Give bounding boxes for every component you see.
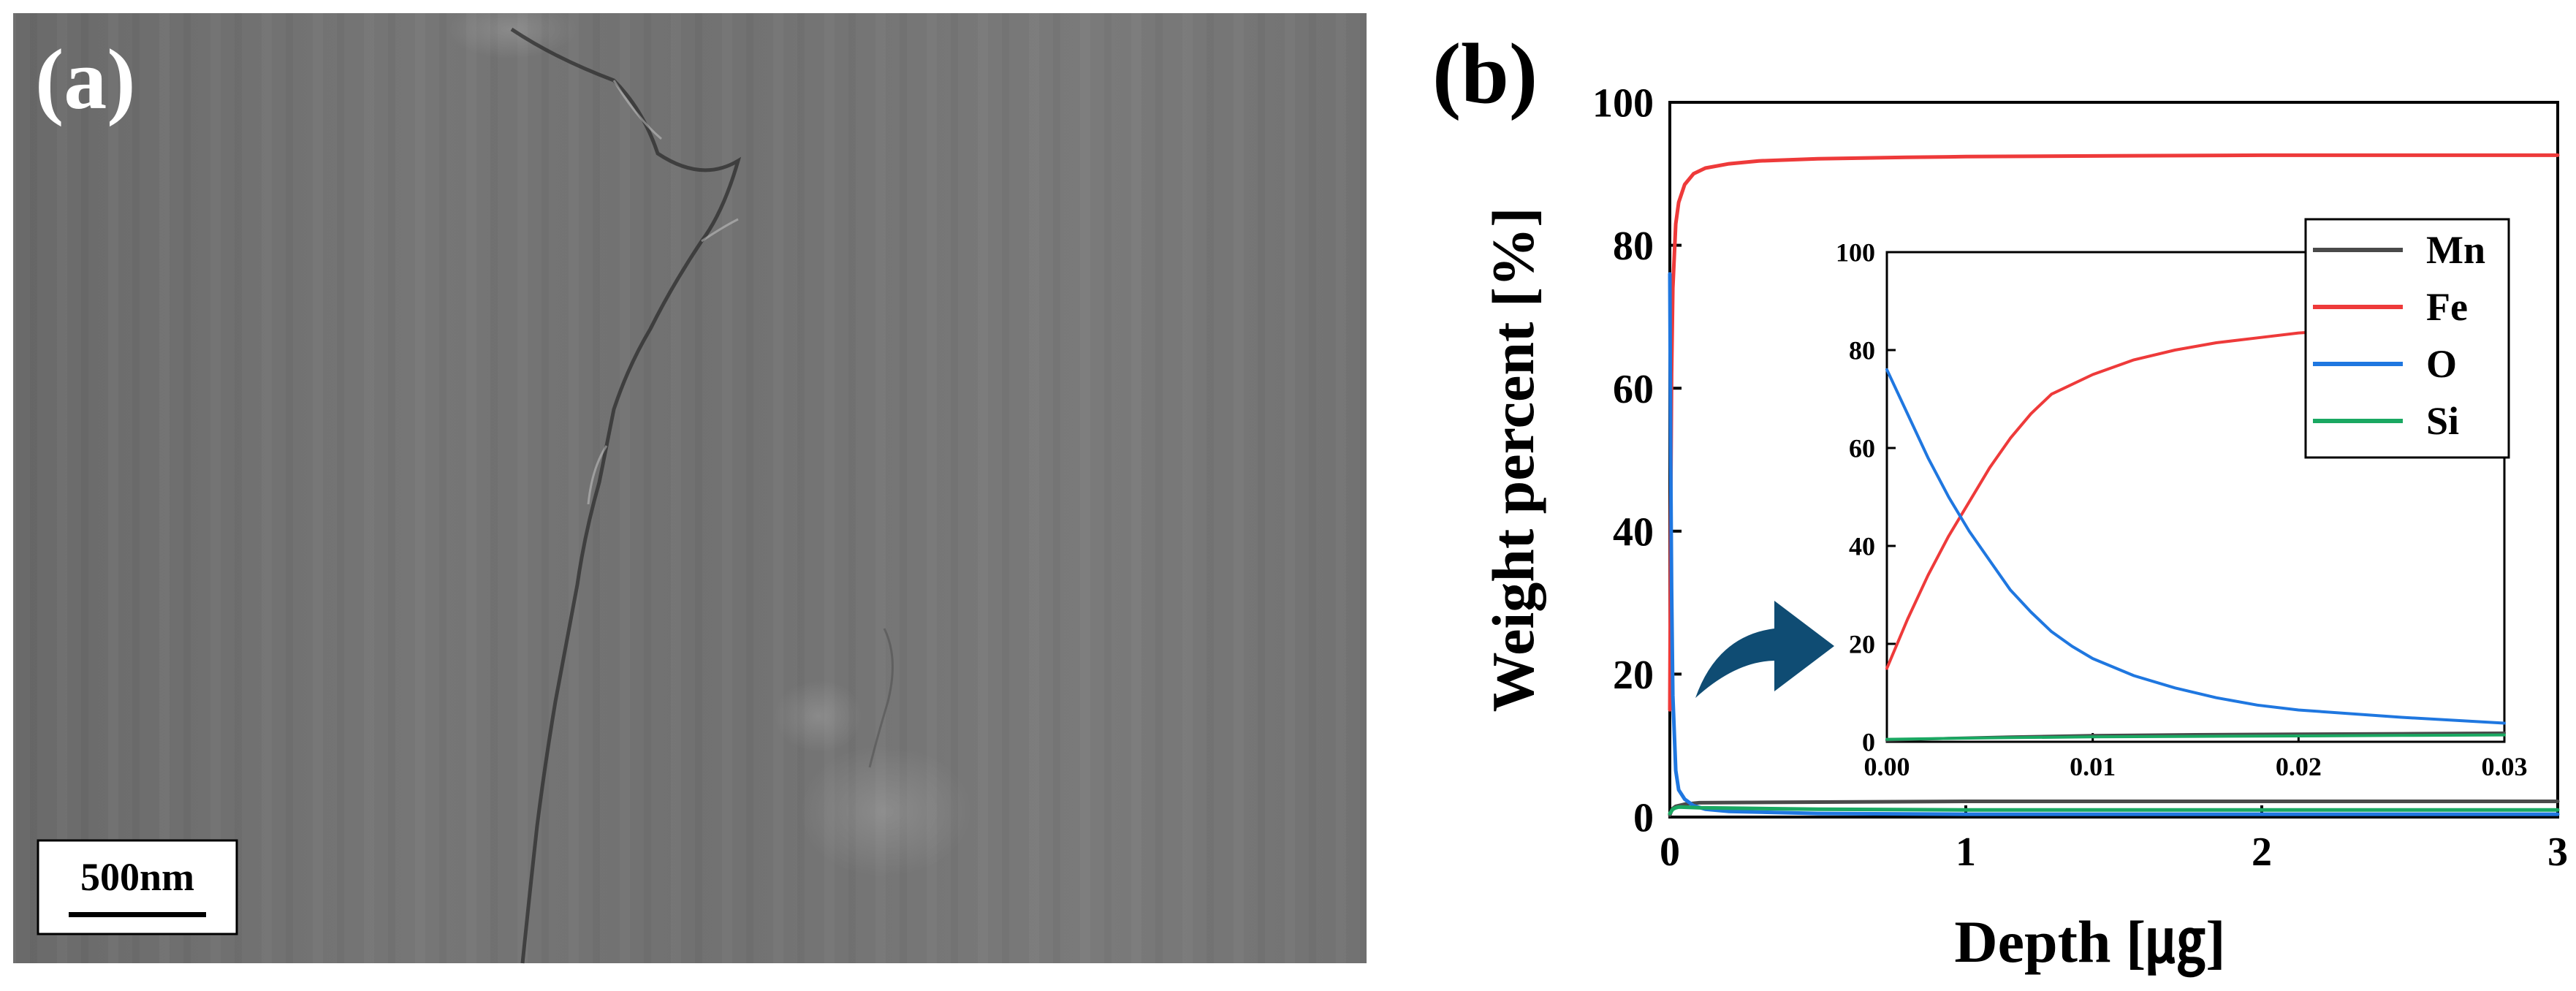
inset-x-tick-label: 0.02 <box>2276 752 2322 781</box>
legend-label-mn: Mn <box>2426 228 2485 272</box>
inset-y-tick-label: 60 <box>1849 434 1875 463</box>
main-x-tick-label: 0 <box>1660 829 1680 875</box>
legend-box <box>2304 218 2510 459</box>
legend-label-o: O <box>2426 342 2457 386</box>
scale-bar-label: 500nm <box>80 855 194 899</box>
main-series-si <box>1668 805 2560 816</box>
inset-x-tick-label: 0.00 <box>1864 752 1910 781</box>
main-x-tick-label: 2 <box>2252 829 2272 875</box>
inset-y-tick-label: 100 <box>1836 238 1875 267</box>
x-axis-label: Depth [㎍] <box>1954 908 2225 978</box>
legend-label-si: Si <box>2426 399 2459 443</box>
inset-series-si <box>1885 733 2506 741</box>
inset-arrow <box>1695 601 1834 698</box>
inset-y-tick-label: 40 <box>1849 532 1875 561</box>
sem-image: (a) 500nm <box>13 0 1367 964</box>
panel-a-label: (a) <box>35 31 136 127</box>
main-y-tick-label: 40 <box>1613 509 1654 555</box>
main-series-o <box>1668 272 2560 816</box>
main-series-fe <box>1668 153 2560 712</box>
inset-y-tick-label: 0 <box>1862 728 1875 757</box>
inset-y-tick-label: 20 <box>1849 630 1875 659</box>
scale-bar: 500nm <box>37 839 238 935</box>
main-x-tick-label: 1 <box>1956 829 1976 875</box>
inset-series-fe <box>1885 329 2341 670</box>
main-y-tick-label: 80 <box>1613 224 1654 269</box>
inset-x-tick-label: 0.03 <box>2482 752 2528 781</box>
legend-label-fe: Fe <box>2426 285 2468 329</box>
legend: Mn Fe O Si <box>2304 218 2510 459</box>
main-x-tick-label: 3 <box>2547 829 2568 875</box>
inset-y-tick-label: 80 <box>1849 336 1875 365</box>
main-y-tick-label: 20 <box>1613 653 1654 698</box>
y-axis-label: Weight percent [%] <box>1480 208 1546 713</box>
depth-profile-panel: (b) 0 1 2 3 0 20 40 60 80 100 Depth [㎍] Weight pe… <box>1374 0 2576 987</box>
crack-line <box>510 27 742 964</box>
main-y-tick-label: 0 <box>1633 796 1654 841</box>
main-y-tick-label: 100 <box>1592 81 1654 126</box>
panel-b-label: (b) <box>1432 26 1538 121</box>
main-y-tick-label: 60 <box>1613 367 1654 412</box>
inset-x-tick-label: 0.01 <box>2070 752 2116 781</box>
inset-series-o <box>1885 368 2506 725</box>
sem-image-panel: (a) 500nm <box>13 0 1367 964</box>
depth-profile-chart: (b) 0 1 2 3 0 20 40 60 80 100 Depth [㎍] Weight pe… <box>1432 26 2568 978</box>
